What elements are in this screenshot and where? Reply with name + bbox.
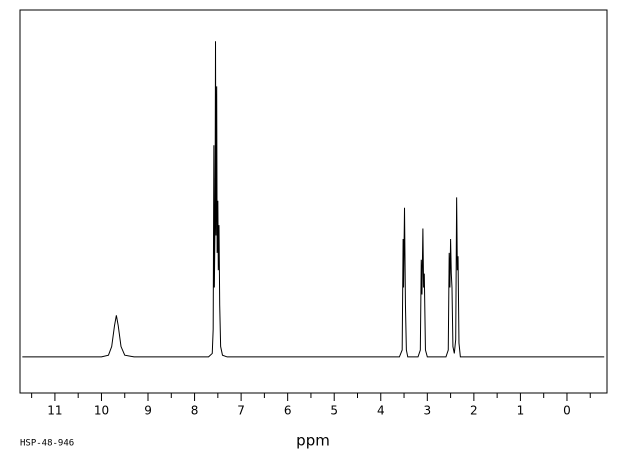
x-tick-label: 7 [237, 404, 245, 418]
x-tick-label: 11 [47, 404, 62, 418]
x-tick-label: 0 [563, 404, 571, 418]
x-tick-label: 10 [94, 404, 109, 418]
x-tick-label: 8 [191, 404, 199, 418]
x-tick-label: 5 [330, 404, 338, 418]
x-tick-label: 3 [423, 404, 431, 418]
plot-frame [19, 9, 608, 394]
x-tick-label: 1 [517, 404, 525, 418]
x-axis-label: ppm [296, 432, 330, 450]
x-tick-label: 4 [377, 404, 385, 418]
spectrum-line [22, 41, 605, 358]
x-tick-label: 9 [144, 404, 152, 418]
annotation: HSP-48-946 [20, 439, 74, 449]
x-tick-label: 6 [284, 404, 292, 418]
x-tick-label: 2 [470, 404, 478, 418]
